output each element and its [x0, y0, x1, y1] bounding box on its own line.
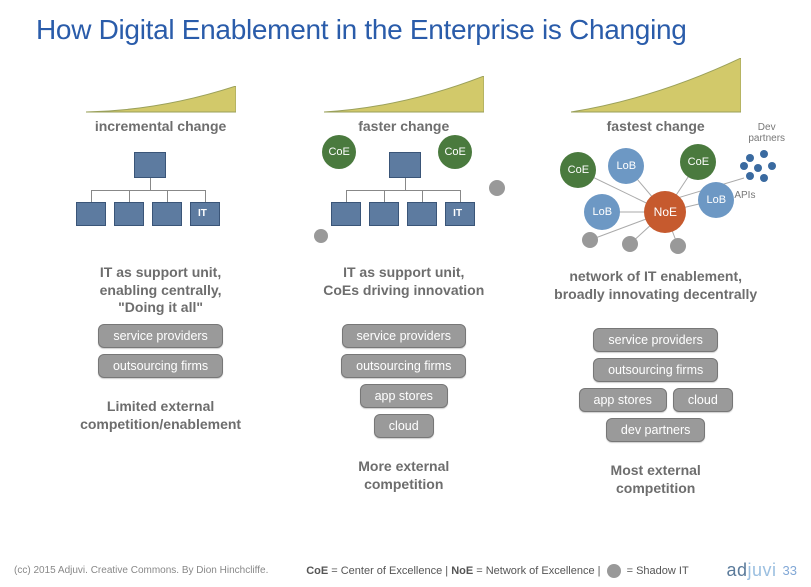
org-child-box: [369, 202, 399, 226]
pill-app-stores: app stores: [579, 388, 667, 412]
columns-container: incremental change IT IT as support unit…: [0, 46, 811, 497]
legend-shadow: = Shadow IT: [624, 564, 689, 576]
column-fastest: fastest change CoELoBCoELoBLoBNoEAPIsDev…: [530, 60, 781, 497]
shadow-it-icon: [607, 564, 621, 578]
wedge-3: [571, 60, 741, 114]
network-diagram: CoELoBCoELoBLoBNoEAPIsDevpartners: [530, 140, 781, 264]
org-root-box: [389, 152, 421, 178]
change-label-3: fastest change: [607, 118, 705, 134]
bottom-label-3: Most externalcompetition: [611, 462, 701, 497]
column-incremental: incremental change IT IT as support unit…: [44, 60, 277, 497]
change-label-2: faster change: [358, 118, 449, 134]
pill-outsourcing-firms: outsourcing firms: [341, 354, 466, 378]
copyright: (cc) 2015 Adjuvi. Creative Commons. By D…: [14, 565, 268, 576]
pill-service-providers: service providers: [98, 324, 222, 348]
org-child-box: [407, 202, 437, 226]
page-number: 33: [783, 563, 797, 578]
wedge-1: [86, 60, 236, 114]
org-child-box: [152, 202, 182, 226]
page-title: How Digital Enablement in the Enterprise…: [0, 0, 811, 46]
pill-dev-partners: dev partners: [606, 418, 705, 442]
it-label: IT: [198, 208, 207, 219]
coe-node: CoE: [322, 135, 356, 169]
shadow-it-dot: [314, 229, 328, 243]
description-2: IT as support unit,CoEs driving innovati…: [323, 264, 484, 318]
column-faster: faster change ITCoECoE IT as support uni…: [287, 60, 520, 497]
legend-coe: CoE: [306, 564, 328, 576]
pill-app-stores: app stores: [360, 384, 448, 408]
pill-service-providers: service providers: [342, 324, 466, 348]
legend-noe-def: = Network of Excellence |: [473, 564, 603, 576]
coe-node: CoE: [438, 135, 472, 169]
shadow-it-dot: [489, 180, 505, 196]
bottom-label-1: Limited externalcompetition/enablement: [80, 398, 241, 433]
pills-group-3: service providers outsourcing firms app st…: [579, 328, 733, 442]
apis-label: APIs: [734, 190, 755, 201]
org-child-box: [331, 202, 361, 226]
change-label-1: incremental change: [95, 118, 227, 134]
org-root-box: [134, 152, 166, 178]
description-3: network of IT enablement,broadly innovat…: [554, 268, 757, 322]
legend-coe-def: = Center of Excellence |: [328, 564, 451, 576]
it-label: IT: [453, 208, 462, 219]
wedge-2: [324, 60, 484, 114]
pill-cloud: cloud: [673, 388, 733, 412]
pill-service-providers: service providers: [593, 328, 717, 352]
dev-partners-label: Devpartners: [748, 122, 785, 144]
pill-cloud: cloud: [374, 414, 434, 438]
pills-group-2: service providers outsourcing firms app st…: [341, 324, 466, 438]
legend-noe: NoE: [451, 564, 473, 576]
org-child-box: [114, 202, 144, 226]
footer: (cc) 2015 Adjuvi. Creative Commons. By D…: [0, 560, 811, 581]
org-chart-2: ITCoECoE: [287, 140, 520, 260]
description-1: IT as support unit,enabling centrally,"D…: [100, 264, 222, 318]
pill-outsourcing-firms: outsourcing firms: [98, 354, 223, 378]
pill-outsourcing-firms: outsourcing firms: [593, 358, 718, 382]
org-chart-1: IT: [44, 140, 277, 260]
org-child-box: [76, 202, 106, 226]
pills-group-1: service providers outsourcing firms: [98, 324, 223, 378]
bottom-label-2: More externalcompetition: [358, 458, 449, 493]
legend: CoE = Center of Excellence | NoE = Netwo…: [268, 564, 726, 578]
logo: adjuvi: [726, 560, 776, 581]
